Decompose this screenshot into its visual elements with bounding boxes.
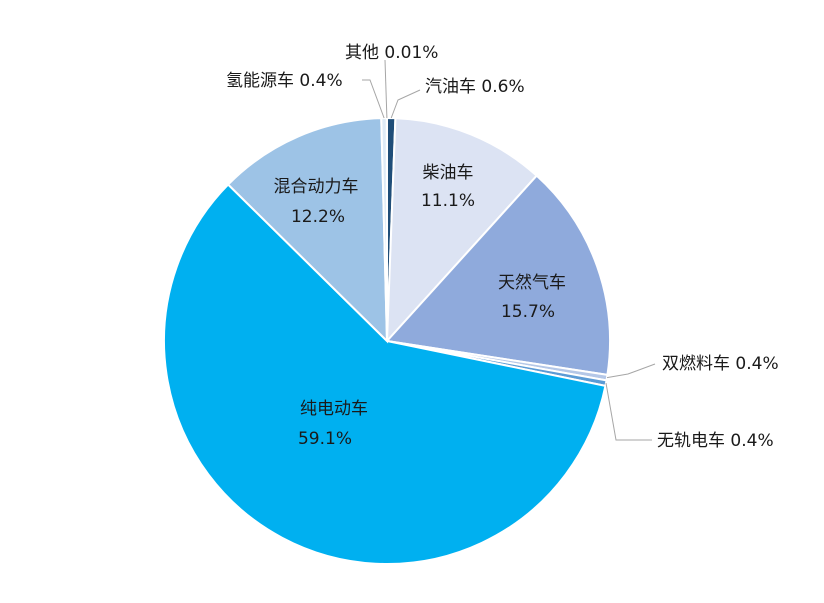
label-gas-pct: 15.7% bbox=[501, 302, 555, 322]
leader-lines bbox=[362, 59, 656, 441]
label-ev-name: 纯电动车 bbox=[300, 399, 368, 419]
leader-line-8 bbox=[384, 59, 388, 119]
pie-slice-2 bbox=[385, 174, 611, 376]
label-trolley: 无轨电车 0.4% bbox=[657, 431, 774, 451]
label-ev-pct: 59.1% bbox=[298, 429, 352, 449]
pie-slice-5 bbox=[163, 183, 607, 565]
label-dual-fuel: 双燃料车 0.4% bbox=[662, 354, 779, 374]
label-hydrogen: 氢能源车 0.4% bbox=[226, 71, 343, 91]
label-hybrid-pct: 12.2% bbox=[291, 207, 345, 227]
leader-line-0 bbox=[390, 89, 421, 119]
leader-line-3 bbox=[606, 363, 656, 379]
pie-slice-6 bbox=[226, 117, 389, 344]
label-hybrid-name: 混合动力车 bbox=[274, 177, 359, 197]
leader-line-4 bbox=[605, 383, 652, 441]
pie-slice-1 bbox=[385, 117, 539, 344]
label-diesel-name: 柴油车 bbox=[423, 163, 474, 183]
pie-slices bbox=[163, 116, 611, 565]
leader-line-7 bbox=[362, 79, 385, 119]
label-other: 其他 0.01% bbox=[345, 43, 438, 63]
label-gas-name: 天然气车 bbox=[498, 273, 566, 293]
label-diesel-pct: 11.1% bbox=[421, 191, 475, 211]
label-gasoline: 汽油车 0.6% bbox=[425, 77, 525, 97]
